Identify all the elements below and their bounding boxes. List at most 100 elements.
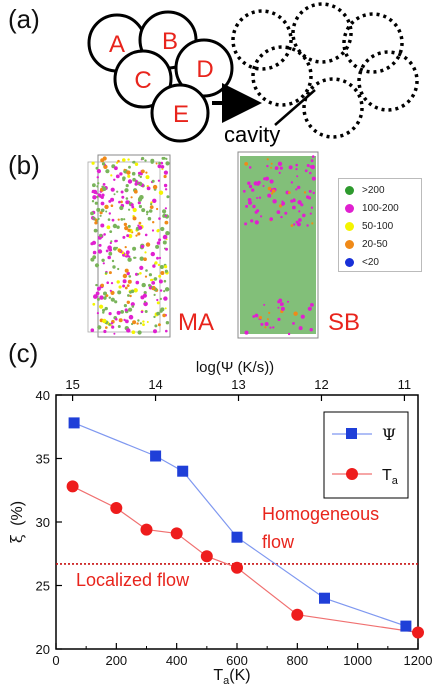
atom-dot [244,330,249,335]
atom-dot [94,263,100,268]
atom-dot [128,314,134,320]
atom-dot [279,166,283,170]
atom-dot [157,323,161,327]
atom-dot [164,214,167,217]
atom-dot [118,200,121,204]
atom-dot [126,234,130,238]
particle-e [150,83,210,143]
atom-dot [117,325,121,328]
ta-point [412,626,424,639]
atom-dot [128,165,131,169]
atom-dot [138,204,142,209]
atom-dot [92,195,97,200]
dotted-circle [342,12,404,74]
atom-dot [96,185,99,188]
atom-dot [280,215,283,219]
atom-dot [137,330,142,335]
atom-dot [106,225,111,230]
series-line-1 [72,485,419,634]
axis-ticks: 0 200 400 600 800 1000 1200 20 25 30 35 40 15 14 13 12 1… [36,377,432,668]
atom-dot [104,271,108,275]
legend-marker [345,239,354,249]
particle-a-label: A [109,31,125,58]
atom-dot [310,164,315,170]
atom-dot [122,178,126,182]
atom-dot [311,155,315,158]
atom-dot [164,220,169,225]
legend-item: 20-50 [345,237,388,251]
atom-dot [263,177,267,181]
atom-dot [270,192,274,195]
top-tick-label: 11 [398,377,412,392]
atom-dot [303,191,307,194]
atom-dot [139,265,144,270]
atom-dot [141,208,146,213]
atom-dot [158,256,162,260]
atom-dot [100,208,105,213]
atom-dot [163,290,166,293]
atom-dot [152,221,155,224]
atom-dot [96,286,101,291]
atom-dot [252,315,256,318]
legend-ta-symbol: T [382,467,392,484]
top-tick-label: 13 [231,377,245,392]
dotted-cluster [231,2,419,139]
atom-dot [160,226,165,232]
atom-dot [166,195,170,199]
psi-point [319,592,330,604]
atom-dot [144,251,147,254]
atom-dot [158,279,163,284]
psi-point [68,417,80,429]
panel-a-diagram: A B C D E cavity [87,2,419,147]
atom-dot [102,311,105,314]
atom-dot [165,321,170,325]
series-markers [66,417,424,639]
atom-dot [310,206,314,209]
atom-dot [138,221,142,225]
atom-dot [120,190,124,194]
atom-dot [247,200,253,205]
atom-dot [297,185,301,190]
atom-dot [263,303,266,306]
atom-dot [132,320,137,325]
dotted-circle [231,9,293,71]
atom-dot [129,294,132,298]
atom-dot [112,223,118,229]
particle-d-label: D [196,56,213,83]
atom-dot [110,282,114,285]
atom-dot [146,210,149,214]
atom-dot [151,281,156,285]
box-ma-frame-back [87,161,161,333]
ta-point [231,561,243,574]
atom-dot [142,323,145,326]
atom-dot [137,319,140,322]
atom-dot [149,205,154,210]
box-ma-atoms [90,156,170,335]
atom-dot [137,201,141,205]
atom-dot [153,277,158,281]
atom-dot [153,315,156,319]
atom-dot [245,204,249,208]
atom-dot [152,184,158,190]
atom-dot [156,241,161,245]
x-axis-subscript: a [223,675,230,685]
atom-dot [143,300,147,303]
atom-dot [92,183,96,188]
atom-dot [117,248,122,253]
atom-dot [109,230,113,234]
atom-dot [150,203,153,206]
atom-dot [108,199,112,203]
atom-dot [292,205,296,210]
atom-dot [157,179,160,182]
atom-dot [304,169,308,173]
atom-dot [99,295,104,300]
atom-dot [159,265,164,269]
atom-dot [142,320,145,323]
atom-dot [102,183,106,186]
atom-dot [140,310,144,314]
top-axis-label: log(Ψ (K/s)) [196,359,274,376]
atom-dot [115,239,118,243]
atom-dot [144,275,148,278]
atom-dot [91,161,95,165]
